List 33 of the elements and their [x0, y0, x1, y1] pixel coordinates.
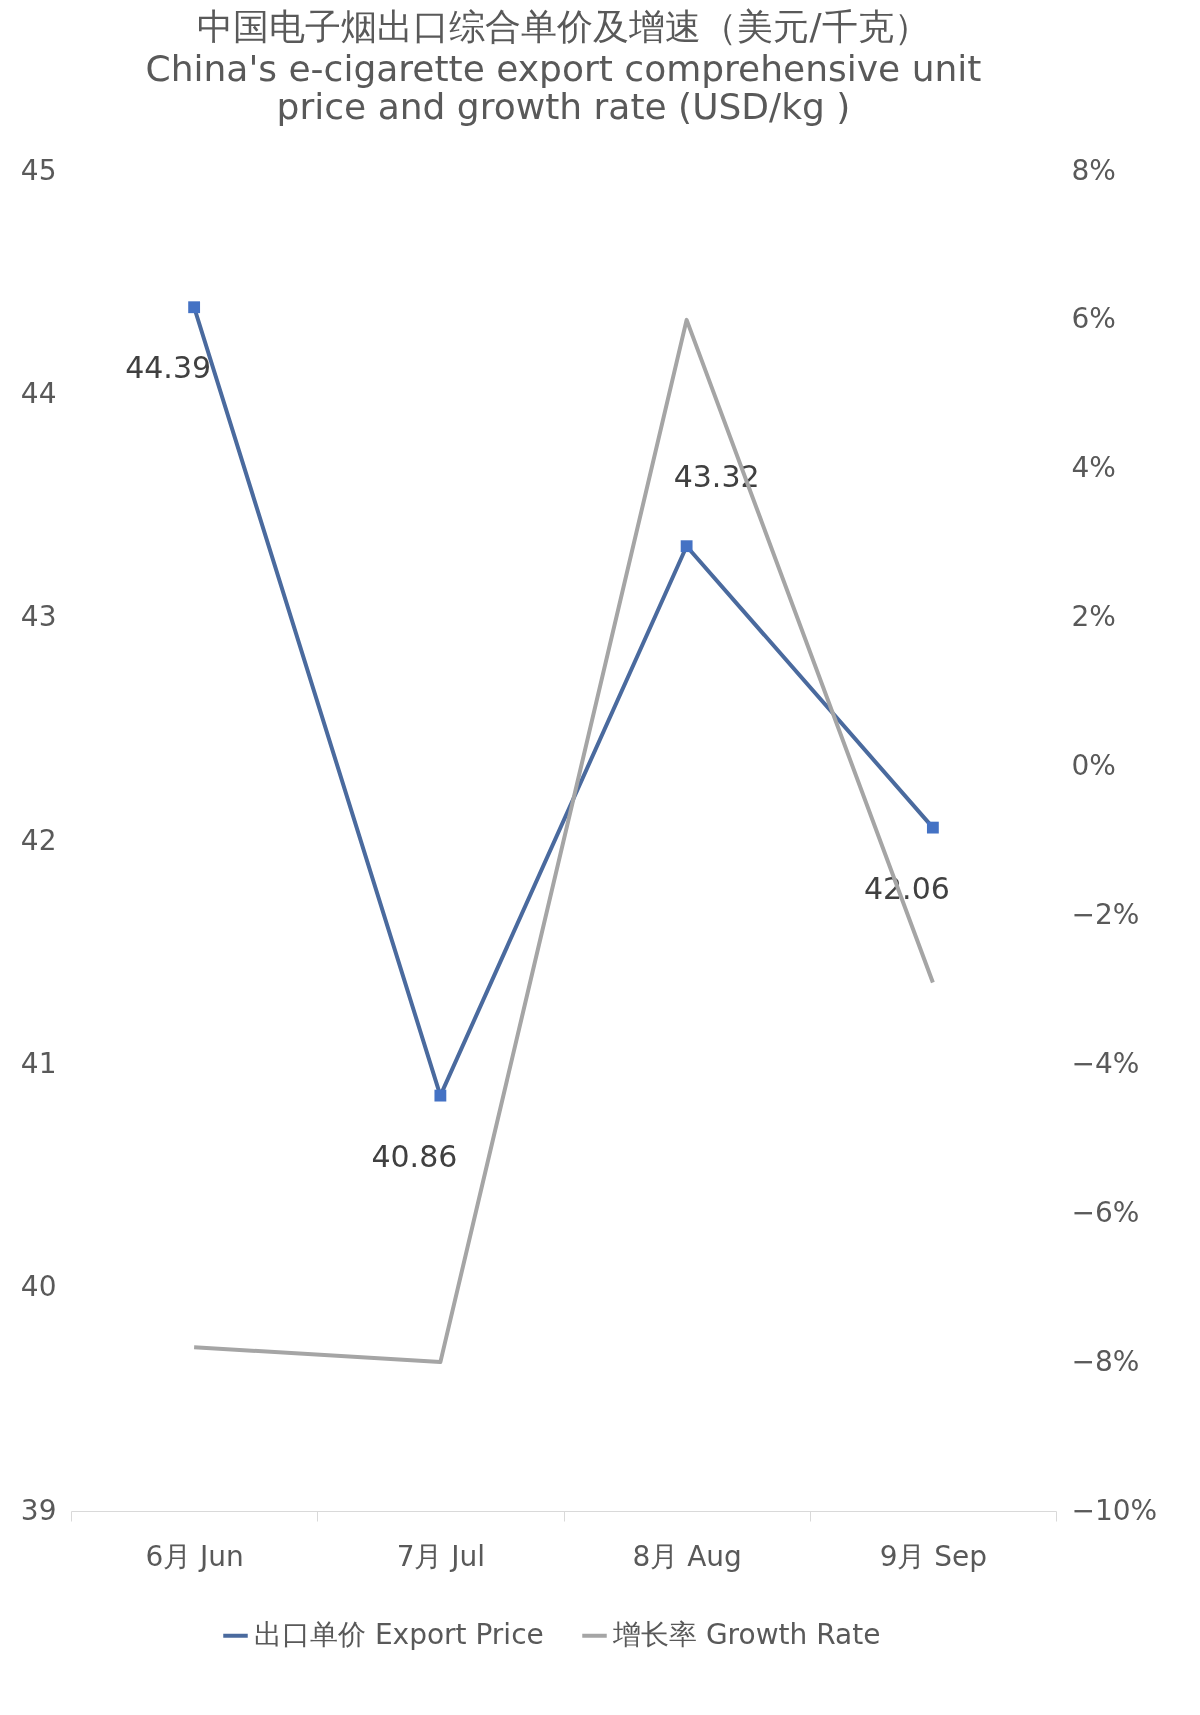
y2-tick-label: −6% [1071, 1195, 1140, 1229]
point [926, 821, 939, 834]
y2-tick-label: 6% [1071, 302, 1116, 336]
y2-tick-label: 0% [1071, 749, 1116, 783]
legend-label: 增长率 Growth Rate [612, 1617, 881, 1651]
point [680, 540, 693, 553]
point [434, 1089, 447, 1102]
x-tick-label: 8月 Aug [632, 1539, 742, 1573]
y-tick-label: 39 [20, 1493, 57, 1527]
y-tick-label: 42 [20, 823, 57, 857]
data-label: 43.32 [673, 459, 760, 495]
y-tick-label: 40 [20, 1270, 57, 1304]
y2-tick-label: −2% [1071, 897, 1140, 931]
y2-tick-label: −4% [1071, 1046, 1140, 1080]
x-tick-label: 7月 Jul [396, 1539, 486, 1573]
data-label: 44.39 [125, 350, 212, 386]
x-tick-label: 9月 Sep [879, 1539, 988, 1573]
y2-tick-label: 8% [1071, 153, 1116, 187]
legend-label: 出口单价 Export Price [254, 1617, 544, 1651]
y2-tick-label: −10% [1071, 1493, 1158, 1527]
y-tick-label: 41 [20, 1046, 57, 1080]
data-label: 42.06 [863, 870, 950, 906]
data-label: 40.86 [371, 1138, 458, 1174]
chart-title: 中国电子烟出口综合单价及增速（美元/千克） [197, 6, 930, 47]
y-tick-label: 44 [20, 376, 57, 410]
x-tick-label: 6月 Jun [145, 1539, 244, 1573]
y-tick-label: 43 [20, 600, 57, 634]
y-tick-label: 45 [20, 153, 57, 187]
point [188, 301, 201, 314]
chart-subtitle: China's e-cigarette export comprehensive unit price and growth rate (USD/kg ) [145, 48, 982, 127]
y2-tick-label: −8% [1071, 1344, 1140, 1378]
y2-tick-label: 2% [1071, 600, 1116, 634]
y2-tick-label: 4% [1071, 451, 1116, 485]
